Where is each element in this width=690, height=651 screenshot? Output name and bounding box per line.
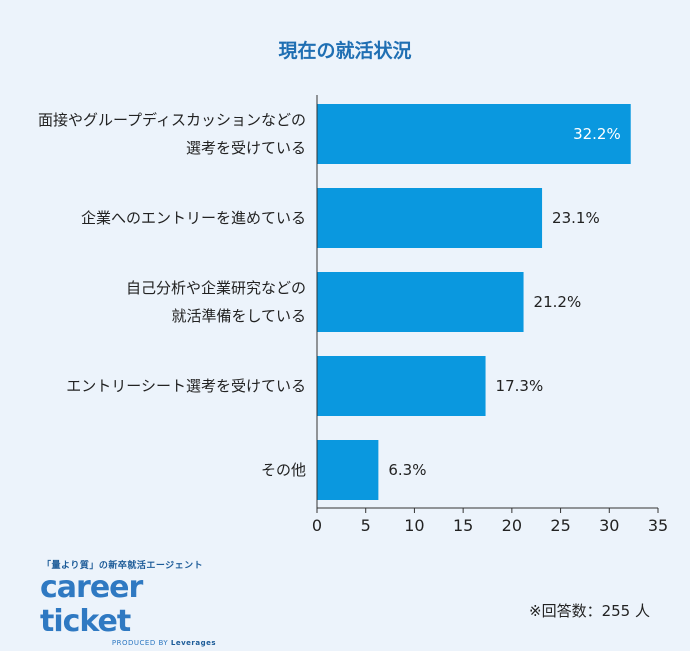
bar-value-label: 17.3% bbox=[496, 377, 544, 395]
logo-tagline: 「量より質」の新卒就活エージェント bbox=[42, 561, 204, 571]
category-label: 企業へのエントリーを進めている bbox=[81, 209, 306, 227]
x-tick-label: 25 bbox=[550, 516, 570, 535]
bar bbox=[317, 188, 543, 248]
brand-logo: 「量より質」の新卒就活エージェント career ticket PRODUCED… bbox=[40, 558, 230, 647]
bar bbox=[317, 440, 379, 500]
chart-title: 現在の就活状況 bbox=[278, 40, 412, 62]
category-label: 自己分析や企業研究などの bbox=[126, 279, 306, 297]
x-tick-label: 0 bbox=[312, 516, 322, 535]
x-tick-label: 20 bbox=[502, 516, 522, 535]
category-label: エントリーシート選考を受けている bbox=[66, 377, 306, 395]
bar-value-label: 23.1% bbox=[552, 209, 600, 227]
response-count-note: ※回答数：255 人 bbox=[529, 602, 650, 620]
logo-company: Leverages bbox=[170, 639, 216, 647]
x-tick-label: 5 bbox=[361, 516, 371, 535]
bar-value-label: 6.3% bbox=[388, 461, 426, 479]
bar-value-label: 21.2% bbox=[534, 293, 582, 311]
category-label: 就活準備をしている bbox=[171, 307, 306, 325]
bar bbox=[317, 104, 631, 164]
x-tick-label: 30 bbox=[599, 516, 619, 535]
x-tick-label: 15 bbox=[453, 516, 473, 535]
logo-produced-label: PRODUCED BY bbox=[111, 639, 169, 647]
logo-produced-by: PRODUCED BY Leverages bbox=[40, 639, 230, 647]
category-label: その他 bbox=[261, 461, 306, 479]
bar bbox=[317, 356, 486, 416]
x-tick-label: 35 bbox=[648, 516, 668, 535]
bar bbox=[317, 272, 524, 332]
x-tick-label: 10 bbox=[404, 516, 424, 535]
logo-wordmark: career ticket bbox=[40, 570, 143, 639]
category-label: 面接やグループディスカッションなどの bbox=[38, 111, 306, 129]
bar-value-label: 32.2% bbox=[573, 125, 621, 143]
category-label: 選考を受けている bbox=[186, 139, 306, 157]
